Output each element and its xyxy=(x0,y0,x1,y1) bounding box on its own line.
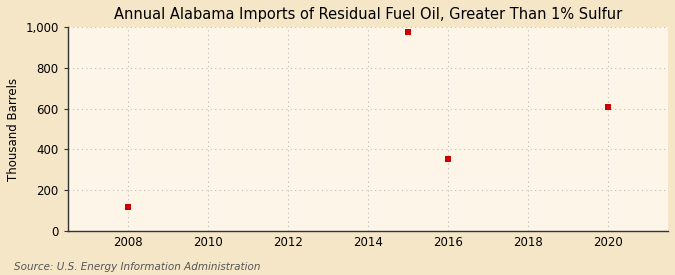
Text: Source: U.S. Energy Information Administration: Source: U.S. Energy Information Administ… xyxy=(14,262,260,272)
Title: Annual Alabama Imports of Residual Fuel Oil, Greater Than 1% Sulfur: Annual Alabama Imports of Residual Fuel … xyxy=(114,7,622,22)
Y-axis label: Thousand Barrels: Thousand Barrels xyxy=(7,78,20,181)
